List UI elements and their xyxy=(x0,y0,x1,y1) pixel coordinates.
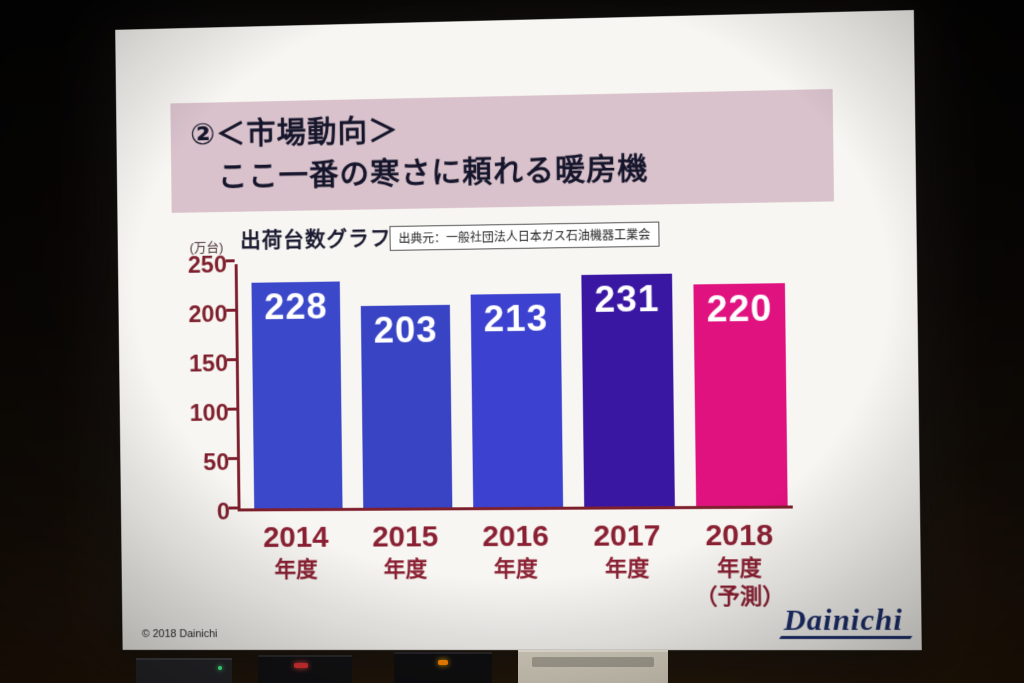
x-label-suffix: 年度 xyxy=(493,555,538,581)
bar-value-label: 213 xyxy=(483,297,549,340)
bar-value-label: 203 xyxy=(373,308,438,351)
x-label-suffix: 年度 xyxy=(604,555,650,581)
presentation-slide: ②＜市場動向＞ ここ一番の寒さに頼れる暖房機 (万台) 出荷台数グラフ 出典元：… xyxy=(115,10,922,651)
x-axis-label-2018年度（予測）: 2018 年度 （予測） xyxy=(693,519,786,612)
y-axis-tick-label-200: 200 xyxy=(188,300,228,329)
title-banner: ②＜市場動向＞ ここ一番の寒さに頼れる暖房機 xyxy=(170,88,835,214)
heater-power-led xyxy=(218,666,222,670)
heater-unit-4 xyxy=(518,650,668,683)
x-label-suffix: 年度 xyxy=(383,555,428,581)
y-axis-tick-label-250: 250 xyxy=(187,251,228,279)
bar-2015年度: 203 xyxy=(360,304,453,508)
y-axis-tick-label-150: 150 xyxy=(188,350,229,378)
heater-display xyxy=(294,663,308,668)
x-label-year: 2016 xyxy=(481,519,550,554)
x-axis-label-2016年度: 2016 年度 xyxy=(470,520,561,612)
source-citation-box: 出典元：一般社団法人日本ガス石油機器工業会 xyxy=(389,221,660,251)
bar-chart-plot: 228 203 213 231 220 xyxy=(225,255,793,512)
bar-value-label: 220 xyxy=(706,287,773,330)
y-axis-tick-200 xyxy=(226,308,236,312)
y-axis-tick-label-50: 50 xyxy=(203,449,230,477)
bars-container: 228 203 213 231 220 xyxy=(238,256,793,509)
bar-2016年度: 213 xyxy=(470,293,564,508)
x-label-year: 2014 xyxy=(262,520,329,554)
heater-unit-3 xyxy=(394,652,492,683)
bar-value-label: 228 xyxy=(263,285,328,328)
x-label-suffix: （予測） xyxy=(695,583,785,609)
heater-unit-1 xyxy=(136,658,232,683)
y-axis-tick-0 xyxy=(228,506,238,510)
x-axis-label-2017年度: 2017 年度 xyxy=(581,519,673,611)
x-axis-labels: 2014 年度 2015 年度 2016 年度 2017 年度 2018 年度 （予測） xyxy=(238,519,794,612)
heater-control-panel xyxy=(532,657,654,667)
y-axis-tick-150 xyxy=(226,358,236,362)
y-axis-tick-100 xyxy=(227,407,237,411)
chart-title: 出荷台数グラフ xyxy=(240,226,392,253)
x-label-suffix: 年度 xyxy=(274,556,318,582)
y-axis-tick-label-100: 100 xyxy=(189,399,229,427)
x-label-suffix: 年度 xyxy=(717,554,763,581)
bar-2014年度: 228 xyxy=(251,281,343,509)
x-label-year: 2017 xyxy=(593,519,661,553)
heater-unit-2 xyxy=(258,655,352,683)
y-axis: 0 50 100 150 200 250 xyxy=(145,251,230,525)
bar-value-label: 231 xyxy=(594,277,660,320)
copyright-text: © 2018 Dainichi xyxy=(141,628,218,641)
bar-2018年度（予測）: 220 xyxy=(693,283,788,507)
y-axis-tick-50 xyxy=(228,457,238,461)
dainichi-logo: Dainichi xyxy=(773,603,913,638)
heater-display xyxy=(438,660,448,665)
y-axis-tick-label-0: 0 xyxy=(216,498,230,526)
y-axis-tick-250 xyxy=(225,259,235,263)
bar-2017年度: 231 xyxy=(581,273,675,507)
x-axis-label-2015年度: 2015 年度 xyxy=(360,520,450,612)
x-axis-label-2014年度: 2014 年度 xyxy=(251,521,340,612)
x-label-year: 2018 xyxy=(705,518,774,553)
x-label-year: 2015 xyxy=(371,520,439,554)
